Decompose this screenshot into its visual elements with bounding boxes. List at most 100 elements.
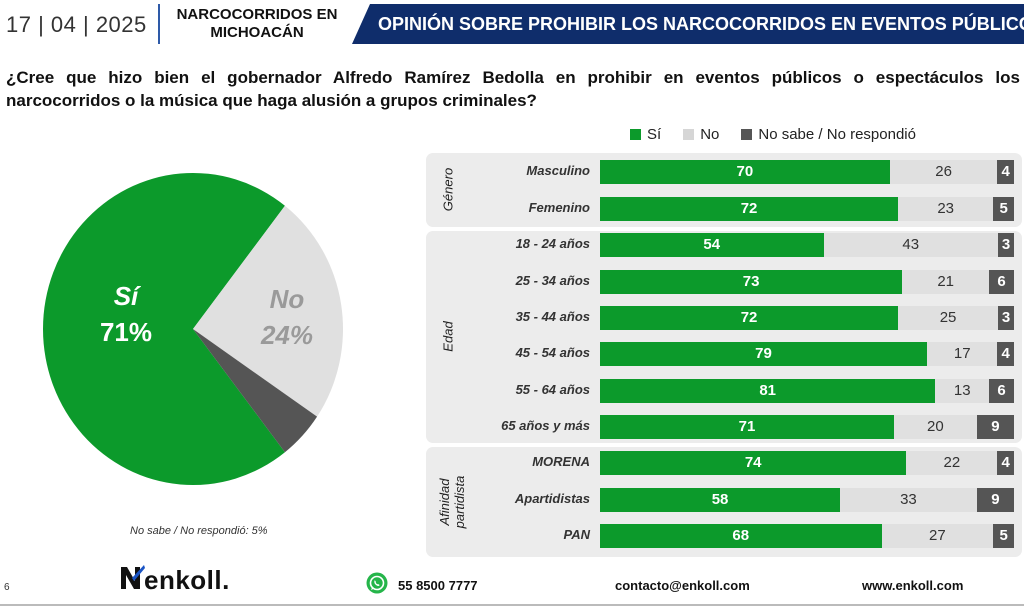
bar-row: Femenino 72 5 23 <box>426 197 1022 221</box>
pie-label-no: No <box>270 284 305 314</box>
report-topic: NARCOCORRIDOS EN MICHOACÁN <box>176 6 338 41</box>
bar-row: 25 - 34 años 73 6 21 <box>426 270 1022 294</box>
bar-track: 72 5 23 <box>600 197 1014 221</box>
banner-title: OPINIÓN SOBRE PROHIBIR LOS NARCOCORRIDOS… <box>378 13 1024 34</box>
bar-category-label: MORENA <box>532 454 590 469</box>
enkoll-logo-mark <box>121 565 145 589</box>
bar-label-no: 23 <box>937 200 955 217</box>
bar-si <box>600 379 936 403</box>
bar-row: 45 - 54 años 79 4 17 <box>426 342 1022 366</box>
legend-item-si: Sí <box>630 126 661 143</box>
bar-label-no: 21 <box>937 273 955 290</box>
legend-swatch-no <box>683 129 695 140</box>
bar-row: 65 años y más 71 9 20 <box>426 415 1022 439</box>
bar-category-label: PAN <box>563 527 590 542</box>
bar-si <box>600 415 894 439</box>
bar-label-no: 27 <box>929 527 946 544</box>
group-panel <box>426 231 1022 443</box>
legend-swatch-si <box>630 129 641 140</box>
report-date: 17 | 04 | 2025 <box>6 12 147 37</box>
bar-label-no: 26 <box>935 163 952 180</box>
bar-row: Masculino 70 4 26 <box>426 160 1022 184</box>
bar-si <box>600 524 882 548</box>
title-banner: OPINIÓN SOBRE PROHIBIR LOS NARCOCORRIDOS… <box>352 4 1024 44</box>
bar-label-si: 68 <box>732 527 750 544</box>
bar-category-label: 35 - 44 años <box>515 309 590 324</box>
bar-label-no: 17 <box>953 345 971 362</box>
bar-row: 18 - 24 años 54 3 43 <box>426 233 1022 257</box>
bar-si <box>600 160 890 184</box>
legend-item-no: No <box>683 126 719 143</box>
bar-row: PAN 68 5 27 <box>426 524 1022 548</box>
survey-question: ¿Cree que hizo bien el gobernador Alfred… <box>6 68 1020 110</box>
bar-label-si: 58 <box>711 491 729 508</box>
pie-slice-si <box>43 173 285 486</box>
bar-track: 71 9 20 <box>600 415 1014 439</box>
bar-track: 74 4 22 <box>600 451 1014 475</box>
bar-track: 70 4 26 <box>600 160 1014 184</box>
bar-row: MORENA 74 4 22 <box>426 451 1022 475</box>
bar-track: 58 9 33 <box>600 488 1014 512</box>
bar-label-si: 72 <box>740 200 758 217</box>
bar-ns: 5 <box>993 524 1014 548</box>
bar-category-label: 45 - 54 años <box>515 345 590 360</box>
bar-category-label: Femenino <box>528 200 590 215</box>
bar-ns: 6 <box>989 270 1014 294</box>
bar-track: 54 3 43 <box>600 233 1014 257</box>
pie-svg: Sí 71% No 24% <box>43 173 343 486</box>
bar-ns: 3 <box>998 306 1014 330</box>
bar-category-label: 25 - 34 años <box>515 273 590 288</box>
pie-pct-si: 71% <box>100 317 152 347</box>
contact-email: contacto@enkoll.com <box>615 578 750 593</box>
pie-chart: Sí 71% No 24% <box>40 170 346 488</box>
bar-label-si: 79 <box>755 345 772 362</box>
bar-label-si: 74 <box>744 454 762 471</box>
bar-ns: 5 <box>993 197 1014 221</box>
bar-label-si: 81 <box>759 382 776 399</box>
bar-si <box>600 342 928 366</box>
bar-si <box>600 451 907 475</box>
group-label: Edad <box>440 321 456 352</box>
pie-note: No sabe / No respondió: 5% <box>130 525 268 537</box>
legend-label-no: No <box>700 126 720 143</box>
legend-label-ns: No sabe / No respondió <box>758 126 916 143</box>
enkoll-logo-text: enkoll. <box>144 565 230 595</box>
contact-phone: 55 8500 7777 <box>398 578 478 593</box>
bar-label-no: 20 <box>926 418 944 435</box>
bar-ns: 9 <box>976 415 1014 439</box>
bar-category-label: 55 - 64 años <box>515 382 590 397</box>
bar-label-no: 33 <box>900 491 917 508</box>
legend-label-si: Sí <box>647 126 662 143</box>
legend-swatch-ns <box>741 129 753 140</box>
bar-category-label: 65 años y más <box>501 418 590 433</box>
footer-divider <box>0 604 1024 606</box>
bar-category-label: Masculino <box>526 163 590 178</box>
bar-track: 73 6 21 <box>600 270 1014 294</box>
bar-si <box>600 270 903 294</box>
bar-si <box>600 306 899 330</box>
bar-track: 68 5 27 <box>600 524 1014 548</box>
bar-track: 81 6 13 <box>600 379 1014 403</box>
pie-pct-no: 24% <box>260 320 313 350</box>
bar-row: Apartidistas 58 9 33 <box>426 488 1022 512</box>
bar-label-no: 25 <box>939 309 957 326</box>
bar-track: 79 4 17 <box>600 342 1014 366</box>
bar-si <box>600 488 841 512</box>
bar-row: 35 - 44 años 72 3 25 <box>426 306 1022 330</box>
bar-row: 55 - 64 años 81 6 13 <box>426 379 1022 403</box>
bar-label-si: 54 <box>703 236 721 253</box>
bar-track: 72 3 25 <box>600 306 1014 330</box>
bar-category-label: 18 - 24 años <box>515 236 590 251</box>
bar-ns: 4 <box>997 451 1014 475</box>
bar-si <box>600 233 824 257</box>
chart-legend: Sí No No sabe / No respondió <box>630 126 916 143</box>
pie-slice-no <box>193 205 343 417</box>
bar-label-si: 70 <box>736 163 754 180</box>
bar-category-label: Apartidistas <box>514 491 590 506</box>
header-divider <box>158 4 160 44</box>
bar-ns: 6 <box>989 379 1014 403</box>
bar-ns: 4 <box>997 342 1014 366</box>
page-number: 6 <box>4 582 10 593</box>
bar-ns: 4 <box>997 160 1014 184</box>
bar-ns: 9 <box>976 488 1014 512</box>
